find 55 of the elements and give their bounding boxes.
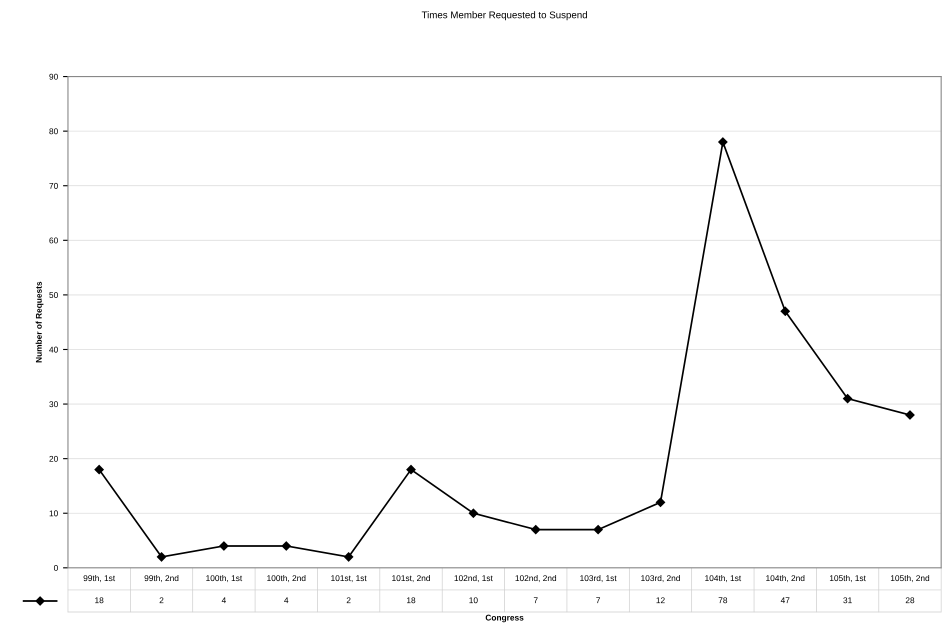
data-label: 31	[843, 597, 852, 604]
point	[406, 464, 416, 474]
point	[468, 508, 478, 518]
point	[94, 464, 104, 474]
y-tick-label: 20	[49, 456, 58, 462]
y-tick-label: 10	[50, 510, 58, 516]
point	[344, 552, 354, 562]
x-tick-label: 99th, 1st	[84, 574, 116, 582]
point	[531, 524, 540, 534]
data-label: 47	[780, 597, 790, 604]
x-tick-label: 100th, 1st	[206, 574, 242, 582]
point	[594, 524, 603, 534]
data-label: 12	[656, 597, 665, 604]
x-tick-label: 105th, 1st	[830, 574, 866, 582]
data-label: 18	[95, 597, 104, 604]
data-label: 2	[160, 597, 164, 604]
x-tick-label: 103rd, 1st	[580, 574, 617, 582]
point	[780, 306, 790, 316]
data-label: 4	[284, 597, 288, 604]
x-tick-label: 104th, 1st	[705, 574, 742, 582]
chart-title: Times Member Requested to Suspend	[422, 11, 587, 20]
y-tick-label: 80	[49, 128, 58, 134]
x-tick-label: 99th, 2nd	[144, 574, 178, 582]
point	[282, 541, 291, 551]
x-tick-label: 101st, 1st	[331, 575, 367, 582]
y-tick-label: 0	[54, 565, 58, 571]
x-tick-label: 104th, 2nd	[766, 574, 804, 582]
x-tick-label: 102nd, 1st	[454, 574, 493, 582]
data-label: 2	[346, 597, 351, 604]
data-label: 4	[222, 597, 226, 604]
y-tick-label: 60	[49, 238, 58, 244]
point	[842, 394, 852, 404]
data-label: 28	[906, 597, 914, 604]
data-label: 7	[534, 597, 538, 604]
x-axis-title: Congress	[486, 614, 524, 622]
point	[656, 498, 666, 507]
point	[905, 410, 915, 420]
point	[156, 552, 166, 562]
data-label: 78	[718, 597, 728, 604]
y-tick-label: 50	[49, 292, 58, 298]
data-label: 10	[469, 597, 478, 604]
x-tick-label: 101st, 2nd	[392, 574, 430, 582]
point	[718, 137, 728, 147]
data-label: 18	[407, 597, 416, 604]
y-tick-label: 70	[49, 182, 58, 189]
data-label: 7	[596, 597, 600, 604]
x-tick-label: 100th, 2nd	[267, 574, 306, 582]
x-tick-label: 103rd, 2nd	[641, 574, 680, 582]
y-tick-label: 40	[49, 346, 58, 353]
x-tick-label: 102nd, 2nd	[516, 574, 556, 582]
y-tick-label: 90	[49, 74, 58, 80]
x-tick-label: 105th, 2nd	[890, 574, 930, 582]
y-tick-label: 30	[49, 401, 58, 408]
point	[219, 541, 229, 551]
y-axis-title: Number of Requests	[36, 282, 44, 362]
